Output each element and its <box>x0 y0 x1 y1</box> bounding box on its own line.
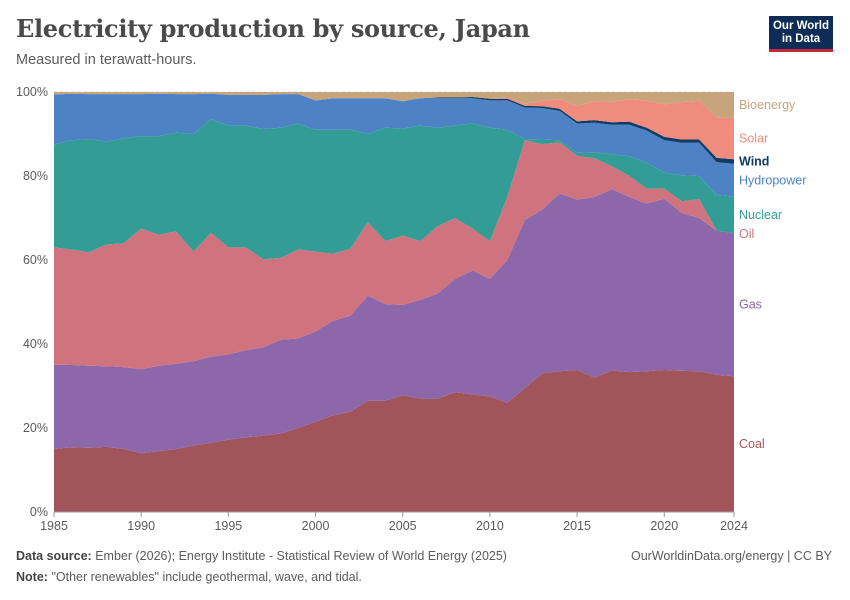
note-label: Note: <box>16 570 48 584</box>
area-oil[interactable] <box>54 140 734 370</box>
x-tick-label: 1990 <box>127 519 155 533</box>
area-coal[interactable] <box>54 370 734 512</box>
x-tick-label: 1985 <box>40 519 68 533</box>
legend-label-nuclear[interactable]: Nuclear <box>739 208 782 222</box>
credit-link[interactable]: OurWorldinData.org/energy | CC BY <box>630 549 832 563</box>
y-tick-label: 40% <box>23 337 48 351</box>
x-tick-label: 2024 <box>720 519 748 533</box>
chart-title: Electricity production by source, Japan <box>16 14 530 43</box>
y-tick-label: 20% <box>23 421 48 435</box>
series-legend-labels: Bioenergy Solar Wind Hydropower Nuclear Oil Ga… <box>739 98 806 451</box>
x-tick-label: 2020 <box>650 519 678 533</box>
source-line: Data source: Ember (2026); Energy Instit… <box>16 549 507 563</box>
legend-label-gas[interactable]: Gas <box>739 298 762 312</box>
x-tick-label: 2010 <box>476 519 504 533</box>
x-tick-label: 2000 <box>302 519 330 533</box>
legend-label-solar[interactable]: Solar <box>739 131 768 145</box>
legend-label-bioenergy[interactable]: Bioenergy <box>739 98 796 112</box>
y-tick-label: 60% <box>23 253 48 267</box>
y-tick-label: 0% <box>30 505 48 519</box>
logo-line-1: Our World <box>772 20 829 32</box>
x-axis-ticks: 1985 1990 1995 2000 2005 2010 2015 2020 2024 <box>40 511 748 533</box>
area-nuclear[interactable] <box>54 119 734 260</box>
chart-subtitle: Measured in terawatt-hours. <box>16 52 197 68</box>
area-bioenergy[interactable] <box>54 92 734 118</box>
y-axis-ticks: 0% 20% 40% 60% 80% 100% <box>16 85 48 519</box>
x-tick-label: 1995 <box>214 519 242 533</box>
note-line: Note: "Other renewables" include geother… <box>16 570 362 584</box>
y-tick-label: 100% <box>16 85 48 99</box>
area-hydropower[interactable] <box>54 93 734 197</box>
legend-label-coal[interactable]: Coal <box>739 437 765 451</box>
area-series <box>54 92 734 512</box>
legend-label-oil[interactable]: Oil <box>739 227 754 241</box>
logo-line-2: in Data <box>781 33 821 45</box>
x-tick-label: 2005 <box>389 519 417 533</box>
note-text: "Other renewables" include geothermal, w… <box>51 570 362 584</box>
x-tick-label: 2015 <box>563 519 591 533</box>
source-text[interactable]: Ember (2026); Energy Institute - Statist… <box>95 549 507 563</box>
area-solar[interactable] <box>54 93 734 160</box>
legend-label-hydropower[interactable]: Hydropower <box>739 174 806 188</box>
area-gas[interactable] <box>54 189 734 454</box>
legend-label-wind[interactable]: Wind <box>739 155 769 169</box>
owid-logo[interactable]: Our World in Data <box>769 16 833 52</box>
source-label: Data source: <box>16 549 92 563</box>
y-tick-label: 80% <box>23 169 48 183</box>
